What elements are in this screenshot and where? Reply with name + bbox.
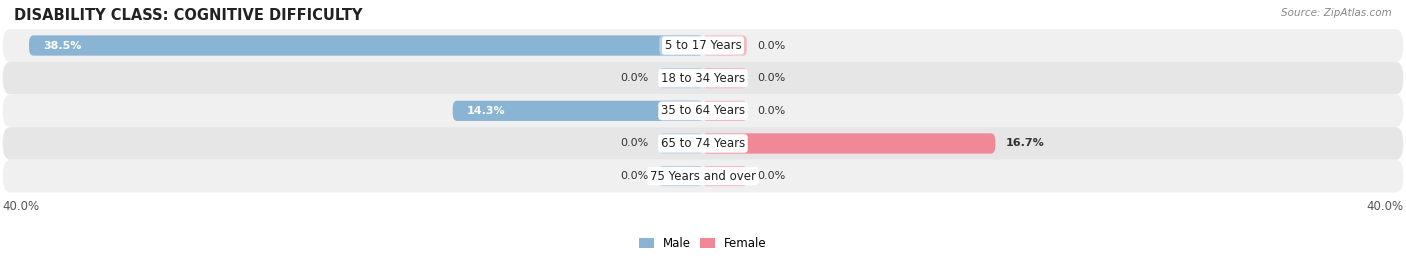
FancyBboxPatch shape (659, 166, 703, 186)
Text: 0.0%: 0.0% (620, 171, 648, 181)
Text: 0.0%: 0.0% (758, 41, 786, 51)
Text: 35 to 64 Years: 35 to 64 Years (661, 104, 745, 117)
Text: 40.0%: 40.0% (3, 200, 39, 213)
FancyBboxPatch shape (703, 101, 747, 121)
Text: 38.5%: 38.5% (44, 41, 82, 51)
Legend: Male, Female: Male, Female (634, 233, 772, 255)
FancyBboxPatch shape (703, 36, 747, 56)
FancyBboxPatch shape (3, 160, 1403, 192)
Text: 0.0%: 0.0% (758, 171, 786, 181)
FancyBboxPatch shape (703, 133, 747, 154)
Text: 16.7%: 16.7% (1005, 139, 1045, 148)
FancyBboxPatch shape (3, 94, 1403, 127)
Text: 65 to 74 Years: 65 to 74 Years (661, 137, 745, 150)
FancyBboxPatch shape (659, 68, 703, 88)
Text: 0.0%: 0.0% (620, 139, 648, 148)
FancyBboxPatch shape (3, 29, 1403, 62)
FancyBboxPatch shape (659, 133, 703, 154)
FancyBboxPatch shape (703, 68, 747, 88)
FancyBboxPatch shape (703, 133, 995, 154)
Text: DISABILITY CLASS: COGNITIVE DIFFICULTY: DISABILITY CLASS: COGNITIVE DIFFICULTY (14, 8, 363, 23)
FancyBboxPatch shape (659, 36, 703, 56)
Text: 0.0%: 0.0% (758, 106, 786, 116)
Text: 18 to 34 Years: 18 to 34 Years (661, 72, 745, 85)
FancyBboxPatch shape (3, 62, 1403, 94)
FancyBboxPatch shape (453, 101, 703, 121)
Text: 75 Years and over: 75 Years and over (650, 170, 756, 183)
FancyBboxPatch shape (659, 101, 703, 121)
Text: 0.0%: 0.0% (758, 73, 786, 83)
FancyBboxPatch shape (703, 166, 747, 186)
Text: 40.0%: 40.0% (1367, 200, 1403, 213)
Text: 14.3%: 14.3% (467, 106, 505, 116)
FancyBboxPatch shape (30, 36, 703, 56)
Text: 5 to 17 Years: 5 to 17 Years (665, 39, 741, 52)
Text: 0.0%: 0.0% (620, 73, 648, 83)
Text: Source: ZipAtlas.com: Source: ZipAtlas.com (1281, 8, 1392, 18)
FancyBboxPatch shape (3, 127, 1403, 160)
